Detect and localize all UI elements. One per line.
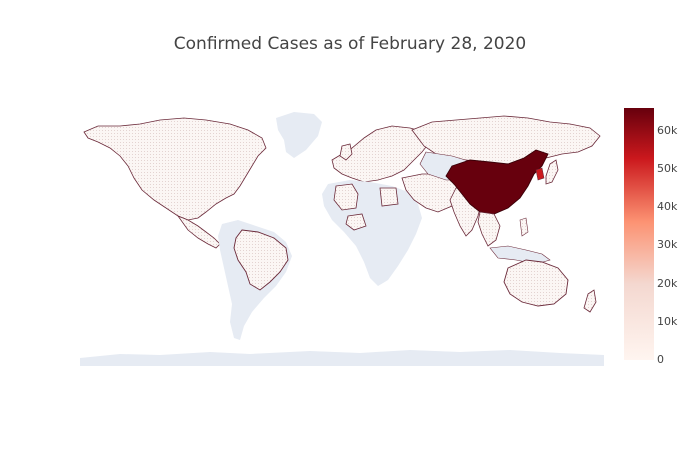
region-indonesia[interactable] <box>489 245 551 265</box>
region-north-america[interactable] <box>83 117 267 221</box>
colorbar-ticks: 0 10k 20k 30k 40k 50k 60k <box>657 108 697 365</box>
colorbar-tick-label: 10k <box>657 314 678 328</box>
region-china[interactable] <box>445 149 549 215</box>
region-philippines[interactable] <box>519 217 529 237</box>
colorbar-tick-label: 60k <box>657 123 678 137</box>
chart-title: Confirmed Cases as of February 28, 2020 <box>173 34 527 54</box>
region-southeast-asia[interactable] <box>477 211 501 247</box>
region-uk[interactable] <box>339 143 353 161</box>
region-australia[interactable] <box>503 259 569 307</box>
region-korea[interactable] <box>535 167 545 181</box>
region-nigeria[interactable] <box>345 213 367 231</box>
colorbar-tick-label: 30k <box>657 238 678 252</box>
region-japan[interactable] <box>545 159 559 185</box>
colorbar-tick-label: 50k <box>657 162 678 176</box>
colorbar <box>624 108 654 360</box>
region-brazil[interactable] <box>233 229 289 291</box>
region-egypt[interactable] <box>379 187 399 207</box>
region-new-zealand[interactable] <box>583 289 597 313</box>
region-europe[interactable] <box>331 125 431 183</box>
colorbar-tick-label: 40k <box>657 200 678 214</box>
region-greenland[interactable] <box>276 112 322 158</box>
region-central-america[interactable] <box>176 215 221 249</box>
region-algeria[interactable] <box>333 183 359 211</box>
region-antarctica[interactable] <box>80 350 604 366</box>
colorbar-tick-label: 0 <box>657 353 664 366</box>
colorbar-tick-label: 20k <box>657 276 678 290</box>
world-map[interactable] <box>80 108 604 366</box>
map-canvas <box>80 112 604 366</box>
